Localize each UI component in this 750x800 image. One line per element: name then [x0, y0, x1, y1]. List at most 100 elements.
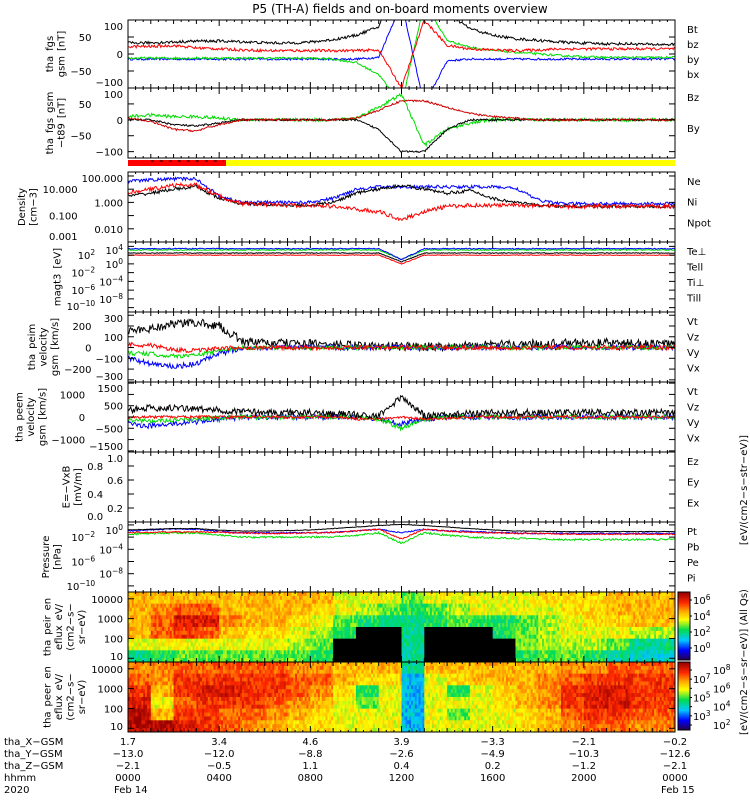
spectrogram-cell	[403, 592, 406, 597]
spectrogram-cell	[302, 607, 306, 612]
spectrogram-cell	[428, 595, 431, 601]
spectrogram-cell	[213, 592, 216, 597]
spectrogram-cell	[477, 607, 480, 612]
spectrogram-cell	[306, 607, 309, 612]
spectrogram-cell	[226, 592, 230, 597]
spectrogram-cell	[272, 611, 275, 616]
spectrogram-cell	[545, 595, 549, 601]
spectrogram-cell	[669, 592, 672, 597]
spectrogram-cell	[295, 603, 298, 608]
y-tick-label-e-field: 0.0	[87, 512, 103, 523]
spectrogram-cell	[538, 595, 541, 601]
spectrogram-cell	[262, 595, 266, 601]
spectrogram-cell	[319, 595, 323, 601]
spectrogram-cell	[559, 599, 562, 605]
spectrogram-cell	[308, 607, 311, 612]
series-line-Pe	[128, 530, 675, 544]
y-axis-label-e-field: [mV/m]	[73, 468, 84, 506]
spectrogram-cell	[202, 592, 205, 597]
spectrogram-cell	[380, 595, 383, 601]
spectrogram-cell	[183, 595, 186, 601]
spectrogram-cell	[397, 592, 400, 597]
spectrogram-cell	[640, 592, 644, 597]
spectrogram-cell	[462, 607, 465, 612]
spectrogram-cell	[523, 603, 526, 608]
spectrogram-cell	[376, 599, 380, 605]
spectrogram-cell	[466, 599, 469, 605]
spectrogram-cell	[553, 603, 556, 608]
spectrogram-cell	[657, 592, 661, 597]
spectrogram-cell	[583, 607, 587, 612]
y-tick-label-fgs-gsm-t89: 50	[79, 100, 92, 111]
tick-base: 10	[105, 260, 118, 271]
spectrogram-cell	[211, 603, 214, 608]
spectrogram-cell	[547, 607, 551, 612]
spectrogram-cell	[659, 599, 663, 605]
spectrogram-cell	[524, 599, 528, 605]
y-tick-label-e-field: 1.0	[107, 454, 123, 465]
spectrogram-cell	[593, 599, 596, 605]
spectrogram-cell	[545, 599, 549, 605]
spectrogram-cell	[460, 592, 463, 597]
spectrogram-cell	[287, 599, 290, 605]
spectrogram-cell	[146, 592, 150, 597]
spectrogram-cell	[289, 599, 292, 605]
spectrogram-cell	[348, 603, 351, 608]
spectrogram-cell	[141, 595, 144, 601]
spectrogram-cell	[435, 592, 438, 597]
spectrogram-cell	[188, 607, 192, 612]
spectrogram-cell	[488, 595, 492, 601]
spectrogram-cell	[450, 603, 454, 608]
spectrogram-cell	[608, 595, 611, 601]
spectrogram-cell	[219, 611, 222, 616]
spectrogram-cell	[443, 592, 446, 597]
spectrogram-cell	[190, 595, 193, 601]
spectrogram-cell	[551, 599, 554, 605]
spectrogram-cell	[374, 595, 378, 601]
spectrogram-cell	[321, 607, 325, 612]
spectrogram-cell	[249, 595, 252, 601]
spectrogram-cell	[608, 599, 611, 605]
spectrogram-cell	[574, 599, 577, 605]
spectrogram-cell	[629, 592, 632, 597]
spectrogram-cell	[344, 607, 347, 612]
spectrogram-cell	[428, 599, 431, 605]
spectrogram-cell	[673, 595, 676, 601]
spectrogram-cell	[215, 607, 218, 612]
spectrogram-cell	[230, 599, 233, 605]
spectrogram-cell	[340, 607, 344, 612]
spectrogram-cell	[610, 595, 613, 601]
spectrogram-cell	[422, 599, 425, 605]
spectrogram-cell	[587, 592, 590, 597]
spectrogram-cell	[184, 592, 188, 597]
spectrogram-cell	[312, 595, 315, 601]
spectrogram-cell	[133, 611, 136, 616]
legend-vz: Vz	[687, 333, 699, 344]
spectrogram-cell	[623, 607, 627, 612]
spectrogram-cell	[483, 607, 486, 612]
spectrogram-cell	[262, 592, 266, 597]
spectrogram-cell	[319, 599, 323, 605]
spectrogram-cell	[585, 595, 589, 601]
spectrogram-cell	[287, 607, 290, 612]
spectrogram-cell	[555, 607, 558, 612]
spectrogram-cell	[551, 603, 554, 608]
spectrogram-cell	[188, 603, 192, 608]
spectrogram-cell	[619, 595, 623, 601]
spectrogram-cell	[557, 592, 560, 597]
legend-tell: Tell	[686, 263, 703, 274]
spectrogram-cell	[179, 592, 182, 597]
spectrogram-cell	[236, 599, 239, 605]
spectrogram-cell	[200, 595, 203, 601]
spectrogram-cell	[580, 607, 583, 612]
spectrogram-cell	[401, 607, 404, 612]
spectrogram-cell	[260, 611, 264, 616]
spectrogram-cell	[354, 607, 357, 612]
legend-pi: Pi	[687, 574, 696, 585]
spectrogram-cell	[162, 611, 165, 616]
spectrogram-cell	[289, 595, 292, 601]
spectrogram-cell	[200, 607, 203, 612]
spectrogram-cell	[405, 603, 408, 608]
spectrogram-cell	[536, 592, 539, 597]
spectrogram-cell	[350, 607, 353, 612]
